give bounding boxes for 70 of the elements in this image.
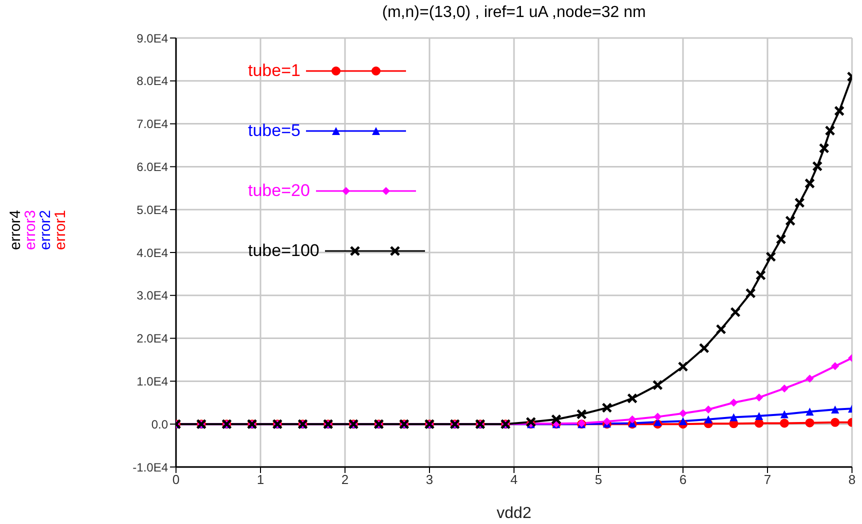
x-tick-label: 3 [426, 472, 434, 488]
point [831, 406, 840, 414]
legend-label: tube=5 [248, 121, 300, 141]
point [766, 252, 776, 262]
point [627, 393, 638, 404]
point [831, 362, 840, 370]
y-tick-label: 1.0E4 [136, 374, 168, 388]
x-tick-label: 7 [764, 472, 772, 488]
legend-label: tube=20 [248, 181, 310, 201]
y-tick-label: 7.0E4 [136, 117, 168, 132]
point [526, 416, 536, 428]
point [745, 288, 756, 299]
legend-label: tube=100 [248, 241, 320, 261]
text: error2 [37, 210, 54, 250]
point [818, 143, 830, 154]
x-tick-label: 6 [679, 472, 687, 488]
point [730, 413, 738, 422]
text: error3 [22, 210, 39, 250]
point [824, 125, 836, 136]
x-tick-label: 8 [848, 472, 856, 488]
point [834, 106, 845, 116]
point [755, 412, 764, 420]
point [716, 324, 726, 335]
point [812, 161, 823, 172]
y-tick-label: -1.0E4 [132, 460, 168, 474]
point [576, 408, 587, 420]
point [780, 418, 789, 428]
point [806, 408, 814, 416]
point [830, 418, 840, 427]
y-tick-label: 8.0E4 [136, 74, 168, 88]
x-axis-title: vdd2 [496, 505, 532, 522]
point [698, 342, 710, 354]
point [704, 406, 712, 414]
y-tick-label: 3.0E4 [136, 288, 168, 303]
x-tick-label: 1 [256, 472, 264, 488]
y-tick-label: 4.0E4 [136, 246, 168, 260]
x-tick-label: 0 [172, 472, 180, 488]
y-tick-label: 5.0E4 [136, 202, 168, 217]
point [785, 216, 796, 226]
y-tick-label: 0.0 [151, 417, 168, 432]
point [804, 178, 815, 189]
x-tick-label: 5 [594, 472, 602, 488]
point [776, 234, 786, 244]
y-tick-label: 6.0E4 [136, 160, 168, 174]
legend-label: tube=1 [248, 61, 300, 81]
point [652, 380, 663, 390]
point [755, 270, 766, 280]
chart-title: (m,n)=(13,0) , iref=1 uA ,node=32 nm [381, 4, 647, 22]
point [806, 374, 814, 383]
point [755, 394, 764, 402]
point [654, 412, 662, 421]
point [628, 415, 636, 424]
point [678, 361, 688, 372]
point [679, 417, 687, 426]
point [679, 409, 687, 418]
point [780, 410, 788, 418]
point [730, 398, 738, 407]
point [704, 415, 712, 424]
point [551, 414, 562, 425]
y-tick-label: 9.0E4 [136, 31, 168, 46]
y-tick-label: 2.0E4 [136, 332, 168, 346]
text: error4 [7, 210, 24, 250]
point [794, 197, 805, 208]
point [805, 418, 814, 428]
point [602, 402, 612, 414]
text: error1 [52, 210, 69, 250]
point [730, 306, 741, 318]
x-tick-label: 2 [341, 472, 349, 488]
point [780, 384, 788, 392]
x-tick-label: 4 [510, 472, 518, 488]
